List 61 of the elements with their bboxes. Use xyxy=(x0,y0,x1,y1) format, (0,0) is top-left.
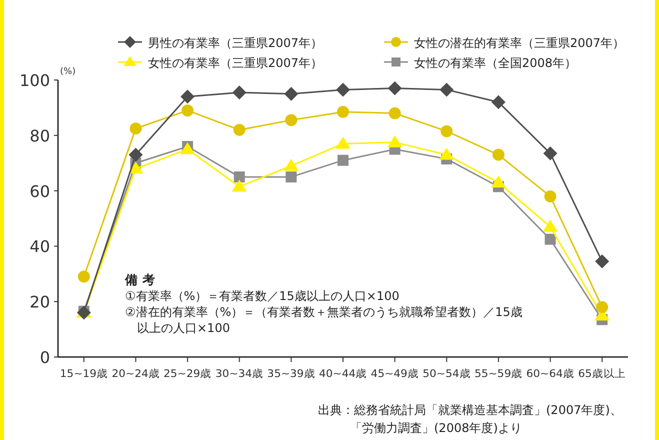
text: 「労働力調査」(2008年度)より xyxy=(350,421,522,435)
point xyxy=(285,114,298,126)
x-tick-label: 25~29歳 xyxy=(164,367,212,380)
point xyxy=(182,104,194,116)
point xyxy=(180,142,196,154)
point xyxy=(284,158,299,171)
x-tick-label: 30~34歳 xyxy=(215,367,264,380)
x-tick-label: 45~49歳 xyxy=(370,367,419,380)
y-tick-label: 60 xyxy=(30,182,50,201)
point xyxy=(234,171,245,182)
point xyxy=(232,85,246,100)
source-note: 出典：総務省統計局「就業構造基本調査」(2007年度)、 xyxy=(318,403,622,417)
point xyxy=(492,148,504,161)
y-tick-label: 40 xyxy=(30,237,50,256)
annotation: ②潜在的有業率（%）＝（有業者数＋無業者のうち就職希望者数）／15歳 xyxy=(125,305,522,319)
x-tick-label: 40~44歳 xyxy=(319,367,367,380)
x-tick-label: 15~19歳 xyxy=(60,367,108,380)
point xyxy=(440,82,454,97)
y-tick-label: 100 xyxy=(19,71,50,90)
legend-label: 女性の潜在的有業率（三重県2007年） xyxy=(414,36,625,50)
y-tick-label: 80 xyxy=(30,126,50,146)
point xyxy=(439,148,454,160)
point xyxy=(180,90,195,104)
x-tick-label: 65歳以上 xyxy=(578,367,626,380)
annotation: 以上の人口×100 xyxy=(137,321,230,335)
y-tick-label: 20 xyxy=(30,292,50,312)
point xyxy=(338,154,348,166)
point xyxy=(595,254,610,268)
point xyxy=(388,107,401,120)
annotation: ①有業率（%）＝有業者数／15歳以上の人口×100 xyxy=(125,289,400,303)
point xyxy=(543,146,558,160)
legend-label: 女性の有業率（三重県2007年） xyxy=(148,56,323,70)
point xyxy=(336,136,350,149)
x-tick-label: 60~64歳 xyxy=(526,367,574,380)
y-tick-label: 0 xyxy=(40,348,50,367)
point xyxy=(336,82,350,97)
y-axis-title: (%) xyxy=(60,67,76,77)
legend-label: 男性の有業率（三重県2007年） xyxy=(148,36,323,50)
x-tick-label: 20~24歳 xyxy=(112,367,160,380)
point xyxy=(491,95,506,110)
point xyxy=(78,270,90,283)
point xyxy=(128,148,143,162)
point xyxy=(544,234,556,245)
point xyxy=(284,86,298,101)
point xyxy=(387,135,402,148)
point xyxy=(440,125,453,138)
point xyxy=(388,81,402,96)
x-tick-label: 35~39歳 xyxy=(267,367,316,380)
x-tick-label: 50~54歳 xyxy=(422,367,471,380)
x-tick-label: 55~59歳 xyxy=(474,367,522,380)
point xyxy=(337,106,349,118)
point xyxy=(130,122,142,134)
point xyxy=(286,171,297,182)
point xyxy=(490,175,506,188)
point xyxy=(232,180,247,192)
annotation: 備 考 xyxy=(124,272,156,287)
point xyxy=(596,301,608,314)
legend-label: 女性の有業率（全国2008年） xyxy=(414,56,577,70)
point xyxy=(542,220,558,232)
point xyxy=(544,190,556,202)
point xyxy=(233,124,246,136)
